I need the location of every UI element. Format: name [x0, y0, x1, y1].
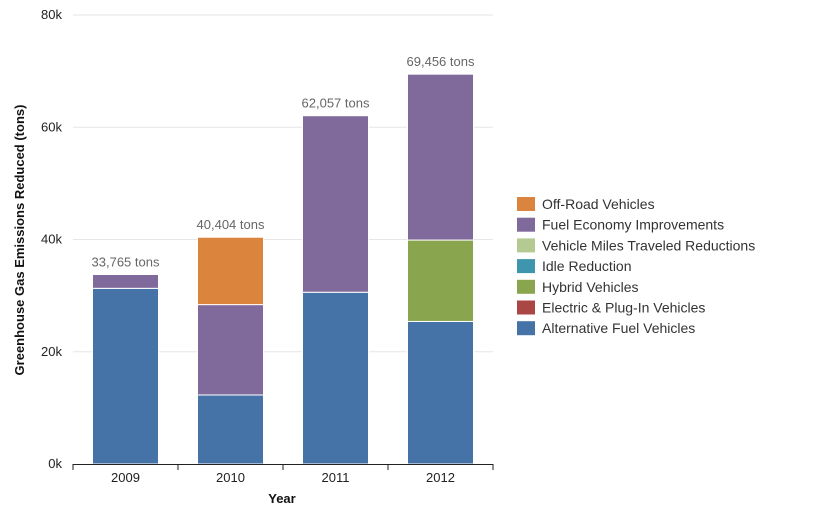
legend-label: Vehicle Miles Traveled Reductions — [542, 237, 755, 253]
total-label: 40,404 tons — [197, 217, 265, 232]
bar-segment[interactable] — [407, 73, 474, 241]
bar-segment[interactable] — [197, 304, 264, 396]
x-axis: 2009 2010 2011 2012 — [72, 464, 494, 485]
legend-swatch — [517, 321, 535, 336]
legend-label: Idle Reduction — [542, 258, 632, 274]
bar-segment[interactable] — [302, 291, 369, 465]
y-axis-title: Greenhouse Gas Emissions Reduced (tons) — [12, 105, 27, 376]
y-tick-label: 80k — [41, 7, 62, 22]
legend-label: Fuel Economy Improvements — [542, 217, 724, 233]
legend-swatch — [517, 197, 535, 211]
legend-item[interactable]: Hybrid Vehicles — [517, 279, 639, 295]
legend-swatch — [517, 259, 535, 274]
bar-segment[interactable] — [407, 239, 474, 322]
legend-swatch — [517, 238, 535, 253]
total-label: 62,057 tons — [302, 96, 370, 111]
x-tick-label: 2010 — [216, 470, 245, 485]
y-tick-label: 20k — [41, 344, 62, 359]
legend-swatch — [517, 300, 535, 315]
bar-segment[interactable] — [197, 394, 264, 465]
x-axis-title: Year — [268, 491, 295, 506]
legend-swatch — [517, 217, 535, 232]
y-axis: 0k 20k 40k 60k 80k — [41, 7, 62, 471]
bars — [92, 73, 474, 465]
total-labels: 33,765 tons 40,404 tons 62,057 tons 69,456 … — [92, 54, 475, 269]
total-label: 69,456 tons — [407, 54, 475, 69]
legend: Off-Road Vehicles Fuel Economy Improvemen… — [517, 196, 755, 336]
total-label: 33,765 tons — [92, 254, 160, 269]
y-tick-label: 0k — [48, 456, 62, 471]
y-tick-label: 60k — [41, 119, 62, 134]
legend-item[interactable]: Vehicle Miles Traveled Reductions — [517, 237, 755, 253]
legend-label: Hybrid Vehicles — [542, 279, 639, 295]
bar-segment[interactable] — [92, 287, 159, 465]
x-tick-label: 2012 — [426, 470, 455, 485]
legend-item[interactable]: Fuel Economy Improvements — [517, 217, 724, 233]
legend-label: Alternative Fuel Vehicles — [542, 320, 695, 336]
bar-segment[interactable] — [197, 236, 264, 306]
legend-item[interactable]: Electric & Plug-In Vehicles — [517, 300, 705, 316]
legend-label: Off-Road Vehicles — [542, 196, 655, 212]
legend-item[interactable]: Idle Reduction — [517, 258, 632, 274]
legend-label: Electric & Plug-In Vehicles — [542, 300, 705, 316]
bar-segment[interactable] — [407, 320, 474, 465]
bar-segment[interactable] — [302, 115, 369, 293]
legend-swatch — [517, 279, 535, 294]
legend-item[interactable]: Off-Road Vehicles — [517, 196, 655, 212]
bar-segment[interactable] — [92, 273, 159, 289]
x-tick-label: 2009 — [111, 470, 140, 485]
legend-item[interactable]: Alternative Fuel Vehicles — [517, 320, 695, 336]
y-tick-label: 40k — [41, 232, 62, 247]
x-tick-label: 2011 — [322, 470, 350, 485]
